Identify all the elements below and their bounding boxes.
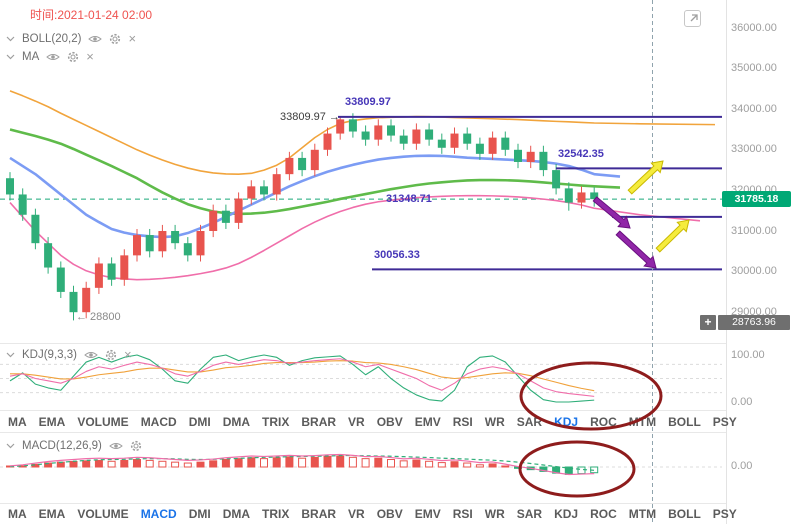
panel-axis-label: 0.00 xyxy=(731,396,753,408)
current-price-tag: 31785.18 xyxy=(722,191,791,208)
tab-mtm[interactable]: MTM xyxy=(628,414,657,429)
tab-emv[interactable]: EMV xyxy=(414,506,441,521)
tab-sar[interactable]: SAR xyxy=(516,506,543,521)
panel-axis-label: 0.00 xyxy=(731,460,753,472)
boll-legend-label: BOLL(20,2) xyxy=(22,33,82,45)
tab-vr[interactable]: VR xyxy=(348,414,365,429)
tab-kdj[interactable]: KDJ xyxy=(554,506,579,521)
tab-psy[interactable]: PSY xyxy=(712,506,737,521)
indicator-tabs-row-2: MA EMA VOLUME MACD DMI DMA TRIX BRAR VR OBV EMV RSI… xyxy=(0,503,737,524)
legend-boll: BOLL(20,2) × xyxy=(6,31,136,47)
tab-ma[interactable]: MA xyxy=(8,506,27,521)
tab-dmi[interactable]: DMI xyxy=(188,414,211,429)
tab-ma[interactable]: MA xyxy=(8,414,27,429)
tab-wr[interactable]: WR xyxy=(484,506,505,521)
eye-icon[interactable] xyxy=(88,34,103,44)
tab-obv[interactable]: OBV xyxy=(376,414,403,429)
tab-macd[interactable]: MACD xyxy=(140,414,177,429)
level-price-label: 31348.71 xyxy=(386,193,432,205)
tab-brar[interactable]: BRAR xyxy=(301,414,337,429)
price-axis-label: 29000.00 xyxy=(731,305,777,318)
fullscreen-icon[interactable] xyxy=(684,10,701,27)
gear-icon[interactable] xyxy=(67,51,79,63)
tab-trix[interactable]: TRIX xyxy=(262,414,290,429)
eye-icon[interactable] xyxy=(109,441,123,451)
low-price-tag: 28763.96 xyxy=(718,314,790,330)
gear-icon[interactable] xyxy=(130,440,142,452)
tab-psy[interactable]: PSY xyxy=(712,414,737,429)
tab-roc[interactable]: ROC xyxy=(590,414,617,429)
level-price-label: 33809.97 xyxy=(345,96,391,108)
panel-axis-label: 100.00 xyxy=(731,349,765,361)
tab-boll[interactable]: BOLL xyxy=(668,414,701,429)
chevron-down-icon[interactable] xyxy=(6,352,15,358)
level-price-label: 30056.33 xyxy=(374,249,420,261)
low-note: ← 28800 xyxy=(76,311,121,323)
kdj-header: KDJ(9,3,3) × xyxy=(6,347,132,363)
price-axis-label: 33000.00 xyxy=(731,143,777,156)
tab-emv[interactable]: EMV xyxy=(414,414,441,429)
tab-boll[interactable]: BOLL xyxy=(668,506,701,521)
kdj-legend-label: KDJ(9,3,3) xyxy=(22,349,77,361)
chevron-down-icon[interactable] xyxy=(6,36,15,42)
ma-legend-label: MA xyxy=(22,51,40,63)
tab-ema[interactable]: EMA xyxy=(38,506,66,521)
price-axis-label: 31000.00 xyxy=(731,224,777,237)
price-axis-label: 34000.00 xyxy=(731,102,777,115)
close-icon[interactable]: × xyxy=(123,347,132,362)
tab-kdj[interactable]: KDJ xyxy=(554,414,579,429)
macd-header: MACD(12,26,9) xyxy=(6,438,142,454)
price-axis-label: 35000.00 xyxy=(731,62,777,75)
price-axis-label: 30000.00 xyxy=(731,265,777,278)
tab-brar[interactable]: BRAR xyxy=(301,506,337,521)
price-axis-label: 36000.00 xyxy=(731,21,777,34)
chevron-down-icon[interactable] xyxy=(6,443,15,449)
gear-icon[interactable] xyxy=(109,33,121,45)
tab-rsi[interactable]: RSI xyxy=(452,414,473,429)
tab-dmi[interactable]: DMI xyxy=(188,506,211,521)
tab-trix[interactable]: TRIX xyxy=(262,506,290,521)
time-label: 时间:2021-01-24 02:00 xyxy=(30,8,153,22)
tab-rsi[interactable]: RSI xyxy=(452,506,473,521)
plus-button[interactable]: + xyxy=(700,314,716,330)
tab-macd[interactable]: MACD xyxy=(140,506,177,521)
macd-legend-label: MACD(12,26,9) xyxy=(22,440,102,452)
eye-icon[interactable] xyxy=(84,350,98,360)
tab-dma[interactable]: DMA xyxy=(222,506,251,521)
level-price-label: 32542.35 xyxy=(558,148,604,160)
tab-wr[interactable]: WR xyxy=(484,414,505,429)
indicator-tabs-row-1: MA EMA VOLUME MACD DMI DMA TRIX BRAR VR OBV EMV RSI… xyxy=(0,411,737,432)
tab-obv[interactable]: OBV xyxy=(376,506,403,521)
tab-dma[interactable]: DMA xyxy=(222,414,251,429)
peak-note: 33809.97 → xyxy=(280,111,340,123)
chevron-down-icon[interactable] xyxy=(6,54,15,60)
tab-volume[interactable]: VOLUME xyxy=(77,506,129,521)
tab-volume[interactable]: VOLUME xyxy=(77,414,129,429)
eye-icon[interactable] xyxy=(46,52,61,62)
tab-roc[interactable]: ROC xyxy=(590,506,617,521)
close-icon[interactable]: × xyxy=(86,49,94,64)
legend-ma: MA × xyxy=(6,49,94,65)
tab-vr[interactable]: VR xyxy=(348,506,365,521)
tab-ema[interactable]: EMA xyxy=(38,414,66,429)
close-icon[interactable]: × xyxy=(128,31,137,46)
gear-icon[interactable] xyxy=(105,349,117,361)
tab-mtm[interactable]: MTM xyxy=(628,506,657,521)
tab-sar[interactable]: SAR xyxy=(516,414,543,429)
